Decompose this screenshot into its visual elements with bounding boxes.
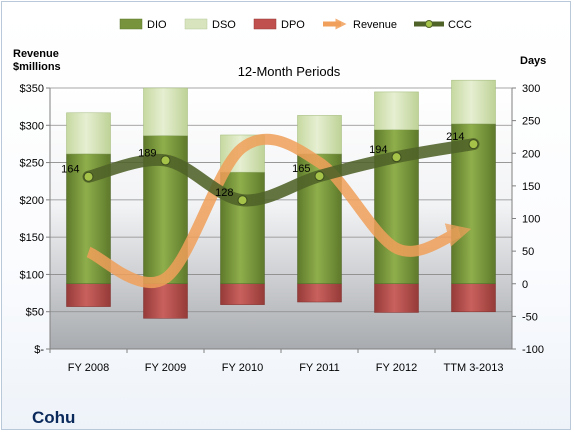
ccc-data-label: 128 bbox=[215, 187, 233, 199]
bar-dso bbox=[451, 79, 496, 125]
axes: $350 $300 $250 $200 $150 $100 $50 $- 300 250 200 15… bbox=[20, 83, 545, 374]
right-tick-label: 250 bbox=[522, 116, 540, 128]
legend: DIO DSO DPO Revenue CCC bbox=[119, 18, 472, 31]
right-tick-label: 300 bbox=[522, 83, 540, 95]
category-label: FY 2010 bbox=[222, 362, 263, 374]
legend-swatch-dio bbox=[119, 18, 143, 30]
category-label: FY 2011 bbox=[299, 362, 340, 374]
plot-area bbox=[50, 88, 512, 349]
category-label: FY 2008 bbox=[68, 362, 109, 374]
ccc-marker bbox=[83, 171, 94, 182]
legend-label-dpo: DPO bbox=[281, 19, 305, 31]
legend-label-revenue: Revenue bbox=[353, 19, 397, 31]
left-axis-title-line2: $millions bbox=[13, 61, 61, 73]
ccc-marker bbox=[237, 195, 248, 206]
chart-frame: DIO DSO DPO Revenue CCC Revenue $million… bbox=[1, 1, 571, 430]
chart: DIO DSO DPO Revenue CCC Revenue $million… bbox=[13, 18, 546, 427]
legend-swatch-dpo bbox=[253, 18, 277, 30]
category-label: FY 2009 bbox=[145, 362, 186, 374]
legend-label-dio: DIO bbox=[147, 19, 167, 31]
legend-marker-ccc bbox=[425, 20, 433, 28]
ccc-data-label: 189 bbox=[138, 147, 156, 159]
legend-swatch-dso bbox=[184, 18, 208, 30]
right-tick-label: -100 bbox=[522, 344, 544, 356]
right-tick-label: -50 bbox=[522, 311, 538, 323]
legend-label-dso: DSO bbox=[212, 19, 236, 31]
category-label: TTM 3-2013 bbox=[444, 362, 504, 374]
bar-dso bbox=[374, 91, 419, 131]
right-axis-title: Days bbox=[520, 55, 546, 67]
left-axis-title-line1: Revenue bbox=[13, 48, 59, 60]
right-tick-label: 150 bbox=[522, 181, 540, 193]
bar-dpo bbox=[374, 283, 419, 313]
right-tick-label: 100 bbox=[522, 214, 540, 226]
bar-dpo bbox=[66, 283, 111, 307]
company-name: Cohu bbox=[32, 408, 75, 427]
ccc-marker bbox=[391, 152, 402, 163]
ccc-data-label: 214 bbox=[446, 131, 464, 143]
left-tick-label: $350 bbox=[20, 83, 44, 95]
right-tick-label: 50 bbox=[522, 246, 534, 258]
bar-dpo bbox=[220, 283, 265, 305]
left-tick-label: $300 bbox=[20, 120, 44, 132]
ccc-data-label: 194 bbox=[369, 144, 387, 156]
left-tick-label: $150 bbox=[20, 232, 44, 244]
bar-dpo bbox=[451, 283, 496, 313]
ccc-marker bbox=[160, 155, 171, 166]
left-tick-label: $200 bbox=[20, 195, 44, 207]
chart-title: 12-Month Periods bbox=[238, 64, 341, 79]
right-tick-label: 200 bbox=[522, 148, 540, 160]
bar-dso bbox=[66, 112, 111, 155]
legend-label-ccc: CCC bbox=[448, 19, 472, 31]
ccc-marker bbox=[468, 139, 479, 150]
left-tick-label: $250 bbox=[20, 158, 44, 170]
category-label: FY 2012 bbox=[376, 362, 417, 374]
ccc-data-label: 165 bbox=[292, 163, 310, 175]
bar-dpo bbox=[143, 283, 188, 319]
ccc-data-label: 164 bbox=[61, 164, 79, 176]
bar-dpo bbox=[297, 283, 342, 303]
left-tick-label: $100 bbox=[20, 269, 44, 281]
bar-dso bbox=[143, 87, 188, 136]
ccc-marker bbox=[314, 171, 325, 182]
revenue-line bbox=[86, 133, 472, 289]
left-tick-label: $50 bbox=[26, 307, 44, 319]
left-tick-label: $- bbox=[34, 344, 44, 356]
lines: 164 189 128 165 194 214 bbox=[61, 131, 480, 289]
right-tick-label: 0 bbox=[522, 279, 528, 291]
